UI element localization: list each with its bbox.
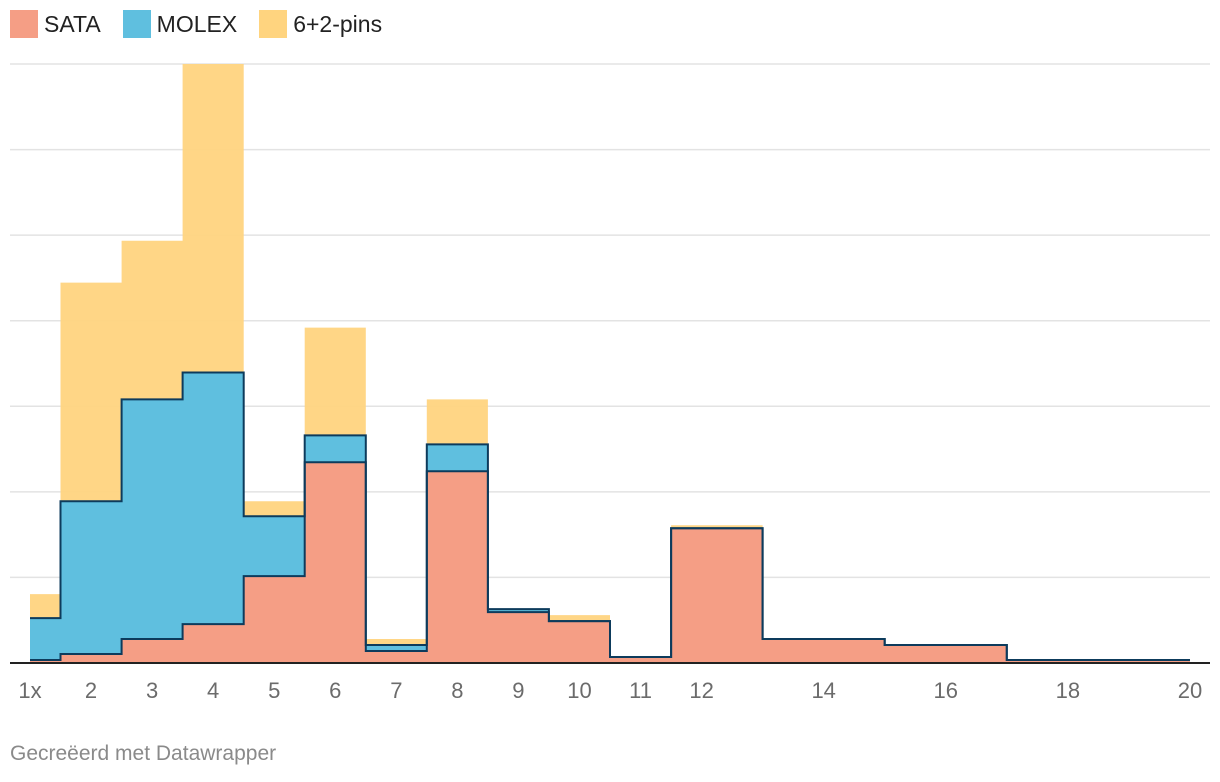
area-sata	[30, 462, 1190, 663]
x-tick-label: 2	[85, 678, 97, 703]
legend-label-sata: SATA	[44, 10, 101, 37]
legend-swatch-6-2-pins	[259, 10, 288, 38]
x-tick-label: 1x	[18, 678, 41, 703]
x-tick-label: 18	[1056, 678, 1080, 703]
legend-swatch-sata	[10, 10, 38, 38]
x-tick-label: 6	[329, 678, 341, 703]
x-tick-label: 3	[146, 678, 158, 703]
x-tick-label: 12	[689, 678, 713, 703]
x-axis-tick-labels: 1x 2 3 4 5 6 7 8 9 10 11 12 14 16 18 20	[18, 678, 1202, 703]
x-tick-label: 4	[207, 678, 219, 703]
legend-item-molex: MOLEX	[122, 10, 238, 38]
x-tick-label: 20	[1178, 678, 1202, 703]
legend-swatch-molex	[122, 10, 151, 38]
legend-item-6-2-pins: 6+2-pins	[259, 10, 382, 38]
x-tick-label: 9	[512, 678, 524, 703]
x-tick-label: 5	[268, 678, 280, 703]
legend-label-molex: MOLEX	[156, 10, 238, 37]
legend-item-sata: SATA	[10, 10, 101, 38]
series-outlines	[30, 371, 1190, 661]
legend-label-6-2-pins: 6+2-pins	[293, 10, 383, 37]
series-areas	[30, 64, 1190, 663]
footer-credit: Gecreëerd met Datawrapper	[10, 742, 277, 765]
x-tick-label: 10	[567, 678, 591, 703]
x-tick-label: 11	[629, 678, 652, 703]
outline-sata	[30, 461, 1190, 661]
x-tick-label: 16	[934, 678, 958, 703]
x-tick-label: 7	[390, 678, 402, 703]
x-tick-label: 8	[451, 678, 463, 703]
x-tick-label: 14	[811, 678, 835, 703]
chart-legend: SATA MOLEX 6+2-pins	[10, 10, 404, 38]
